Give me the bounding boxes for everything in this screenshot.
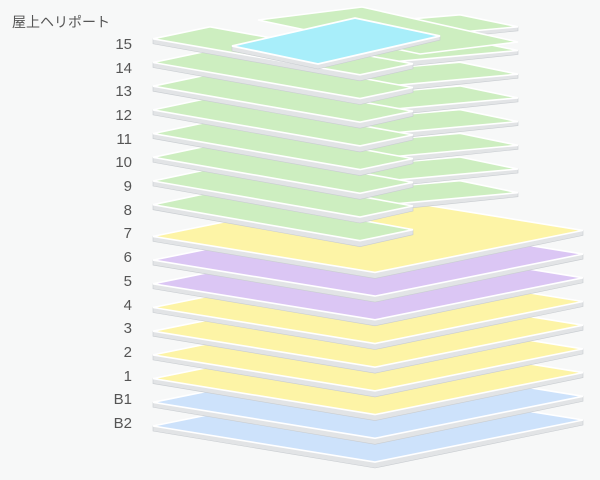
floor-main-wing[interactable] bbox=[152, 191, 414, 242]
floor-label-b2[interactable]: B2 bbox=[113, 415, 132, 432]
rooftop[interactable] bbox=[231, 6, 519, 70]
floor-main-wing[interactable] bbox=[152, 144, 414, 195]
heliport-pad[interactable] bbox=[231, 17, 441, 65]
floor-label-2[interactable]: 2 bbox=[123, 343, 132, 361]
floor-label-b1[interactable]: B1 bbox=[113, 391, 132, 409]
floor-label-3[interactable]: 3 bbox=[123, 320, 132, 338]
floor-label-9[interactable]: 9 bbox=[123, 178, 132, 195]
heliport-label[interactable]: 屋上ヘリポート bbox=[12, 15, 110, 31]
floor-label-7[interactable]: 7 bbox=[123, 225, 132, 243]
floor-label-12[interactable]: 12 bbox=[115, 106, 132, 124]
floor-main-wing[interactable] bbox=[152, 168, 414, 218]
floor-label-10[interactable]: 10 bbox=[115, 154, 132, 172]
floor-main-wing[interactable] bbox=[152, 120, 414, 171]
floor-label-8[interactable]: 8 bbox=[123, 201, 132, 219]
floor-main-wing[interactable] bbox=[152, 73, 414, 124]
floor-label-15[interactable]: 15 bbox=[115, 35, 132, 53]
floor-label-13[interactable]: 13 bbox=[115, 83, 132, 101]
floor-label-14[interactable]: 14 bbox=[115, 59, 132, 77]
floor-label-1[interactable]: 1 bbox=[123, 367, 132, 385]
floor-label-4[interactable]: 4 bbox=[123, 296, 132, 314]
floor-main-wing[interactable] bbox=[152, 97, 414, 147]
floor-main-wing[interactable] bbox=[152, 49, 414, 100]
floor-label-11[interactable]: 11 bbox=[116, 130, 132, 148]
floor-label-5[interactable]: 5 bbox=[123, 272, 132, 290]
floor-label-6[interactable]: 6 bbox=[123, 249, 132, 267]
